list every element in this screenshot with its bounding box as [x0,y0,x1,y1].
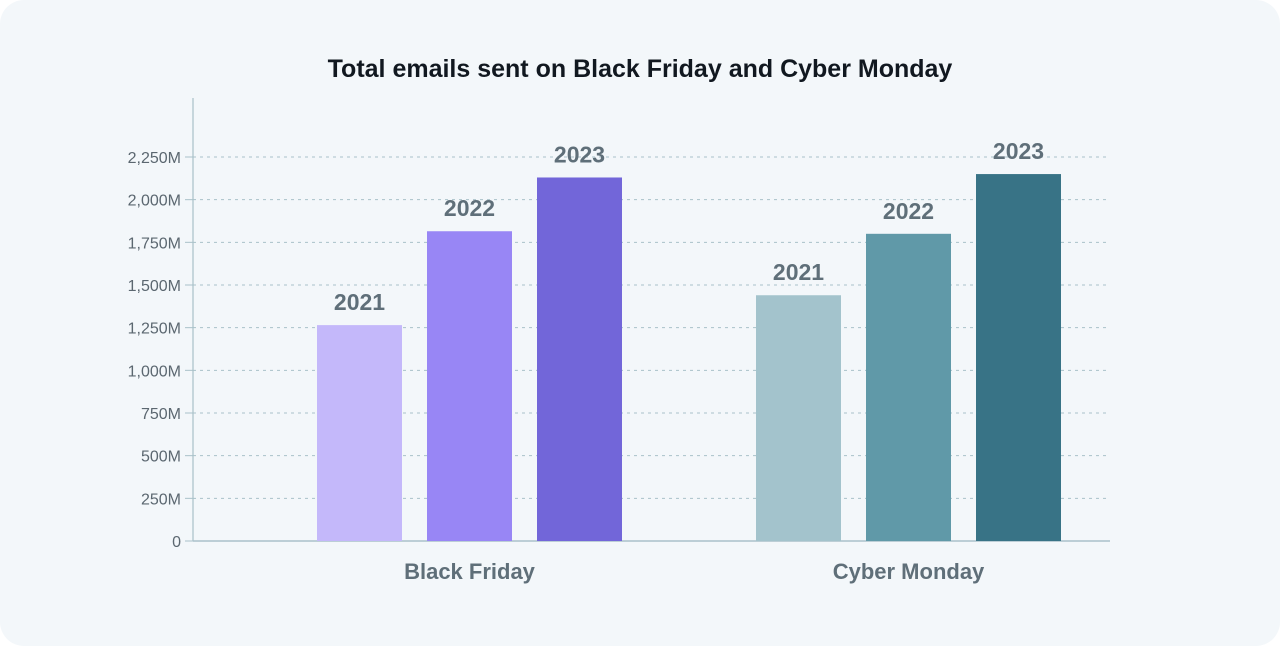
y-tick-label: 1,500M [128,278,181,295]
y-tick-label: 0 [172,534,181,551]
bar-data-label: 2023 [993,138,1044,164]
chart-title: Total emails sent on Black Friday and Cy… [327,55,953,83]
bar [427,231,512,542]
bar-data-label: 2021 [773,259,824,285]
bar [756,295,841,541]
y-tick-label: 250M [141,491,181,508]
y-tick-label: 1,000M [128,363,181,380]
y-tick-label: 750M [141,406,181,423]
bar-data-label: 2023 [554,141,605,167]
x-category-label: Black Friday [404,559,536,584]
y-tick-label: 1,250M [128,321,181,338]
x-category-label: Cyber Monday [833,559,985,584]
bar [317,325,402,541]
y-tick-label: 500M [141,449,181,466]
bar-data-label: 2022 [444,195,495,221]
bar [976,174,1061,542]
y-tick-label: 2,250M [128,150,181,167]
bar-data-label: 2022 [883,198,934,224]
y-tick-label: 2,000M [128,193,181,210]
bar [866,233,951,542]
y-tick-label: 1,750M [128,235,181,252]
bar-data-label: 2021 [334,289,385,315]
bar [537,177,622,542]
